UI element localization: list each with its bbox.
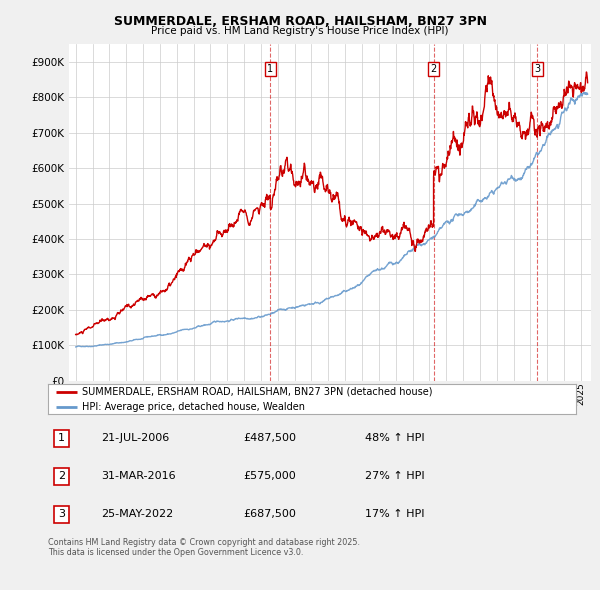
Text: HPI: Average price, detached house, Wealden: HPI: Average price, detached house, Weal… bbox=[82, 402, 305, 411]
Text: 3: 3 bbox=[58, 509, 65, 519]
Text: £575,000: £575,000 bbox=[244, 471, 296, 481]
Text: 1: 1 bbox=[267, 64, 273, 74]
Text: 1: 1 bbox=[58, 434, 65, 444]
Text: 2: 2 bbox=[58, 471, 65, 481]
Text: 48% ↑ HPI: 48% ↑ HPI bbox=[365, 434, 424, 444]
Text: Contains HM Land Registry data © Crown copyright and database right 2025.: Contains HM Land Registry data © Crown c… bbox=[48, 538, 360, 547]
Text: £687,500: £687,500 bbox=[244, 509, 296, 519]
Text: This data is licensed under the Open Government Licence v3.0.: This data is licensed under the Open Gov… bbox=[48, 548, 304, 556]
Text: Price paid vs. HM Land Registry's House Price Index (HPI): Price paid vs. HM Land Registry's House … bbox=[151, 26, 449, 36]
Text: 21-JUL-2006: 21-JUL-2006 bbox=[101, 434, 169, 444]
Text: SUMMERDALE, ERSHAM ROAD, HAILSHAM, BN27 3PN: SUMMERDALE, ERSHAM ROAD, HAILSHAM, BN27 … bbox=[113, 15, 487, 28]
Text: £487,500: £487,500 bbox=[244, 434, 296, 444]
Text: 3: 3 bbox=[534, 64, 540, 74]
Text: 27% ↑ HPI: 27% ↑ HPI bbox=[365, 471, 424, 481]
Text: 25-MAY-2022: 25-MAY-2022 bbox=[101, 509, 173, 519]
Text: 31-MAR-2016: 31-MAR-2016 bbox=[101, 471, 175, 481]
Text: 17% ↑ HPI: 17% ↑ HPI bbox=[365, 509, 424, 519]
Text: SUMMERDALE, ERSHAM ROAD, HAILSHAM, BN27 3PN (detached house): SUMMERDALE, ERSHAM ROAD, HAILSHAM, BN27 … bbox=[82, 387, 433, 397]
Text: 2: 2 bbox=[430, 64, 437, 74]
